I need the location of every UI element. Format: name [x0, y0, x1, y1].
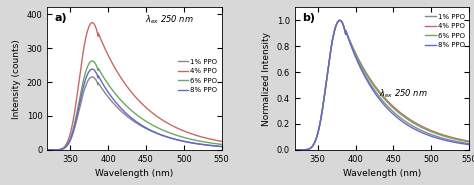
1% PPO	[182, 140, 188, 143]
1% PPO	[45, 149, 50, 151]
6% PPO	[377, 92, 383, 95]
6% PPO	[125, 106, 130, 108]
4% PPO	[337, 19, 343, 21]
4% PPO	[129, 92, 135, 94]
6% PPO	[429, 131, 435, 133]
6% PPO	[45, 149, 50, 151]
8% PPO	[337, 19, 343, 21]
6% PPO	[337, 19, 343, 21]
4% PPO	[219, 140, 225, 142]
6% PPO	[129, 110, 135, 112]
1% PPO	[301, 149, 307, 151]
8% PPO	[429, 135, 435, 138]
6% PPO	[372, 86, 378, 89]
4% PPO	[429, 130, 435, 132]
4% PPO	[372, 85, 378, 87]
6% PPO	[466, 141, 472, 143]
1% PPO	[214, 145, 219, 147]
8% PPO	[462, 143, 467, 145]
6% PPO	[182, 137, 188, 139]
4% PPO	[466, 140, 472, 142]
4% PPO	[301, 149, 307, 151]
4% PPO	[45, 149, 50, 151]
Line: 1% PPO: 1% PPO	[295, 20, 469, 150]
4% PPO	[214, 139, 219, 142]
8% PPO	[461, 143, 467, 145]
Text: b): b)	[302, 13, 315, 23]
1% PPO	[214, 145, 219, 147]
4% PPO	[461, 139, 467, 141]
Legend: 1% PPO, 4% PPO, 6% PPO, 8% PPO: 1% PPO, 4% PPO, 6% PPO, 8% PPO	[175, 56, 220, 96]
1% PPO	[372, 90, 378, 92]
Line: 4% PPO: 4% PPO	[295, 20, 469, 150]
Line: 6% PPO: 6% PPO	[295, 20, 469, 150]
4% PPO	[90, 22, 95, 24]
4% PPO	[462, 139, 467, 141]
Text: $\lambda_{ex}$ 250 nm: $\lambda_{ex}$ 250 nm	[379, 87, 428, 100]
1% PPO	[377, 96, 383, 98]
6% PPO	[292, 149, 298, 151]
6% PPO	[462, 140, 467, 142]
6% PPO	[219, 143, 225, 146]
X-axis label: Wavelength (nm): Wavelength (nm)	[95, 169, 173, 178]
4% PPO	[182, 130, 188, 132]
6% PPO	[214, 143, 219, 145]
8% PPO	[292, 149, 298, 151]
8% PPO	[90, 68, 95, 70]
1% PPO	[129, 119, 135, 121]
8% PPO	[372, 92, 378, 95]
1% PPO	[462, 142, 467, 144]
8% PPO	[129, 117, 135, 120]
1% PPO	[337, 19, 343, 21]
8% PPO	[301, 149, 307, 151]
Line: 4% PPO: 4% PPO	[47, 23, 222, 150]
8% PPO	[214, 145, 219, 147]
Line: 8% PPO: 8% PPO	[295, 20, 469, 150]
8% PPO	[45, 149, 50, 151]
8% PPO	[466, 144, 472, 146]
Line: 6% PPO: 6% PPO	[47, 61, 222, 150]
8% PPO	[214, 145, 219, 147]
8% PPO	[125, 114, 130, 116]
Legend: 1% PPO, 4% PPO, 6% PPO, 8% PPO: 1% PPO, 4% PPO, 6% PPO, 8% PPO	[422, 11, 467, 51]
6% PPO	[461, 140, 467, 142]
4% PPO	[292, 149, 298, 151]
Text: a): a)	[55, 13, 67, 23]
Line: 1% PPO: 1% PPO	[47, 77, 222, 150]
1% PPO	[90, 76, 95, 78]
1% PPO	[125, 116, 130, 118]
1% PPO	[466, 143, 472, 145]
1% PPO	[429, 134, 435, 136]
4% PPO	[125, 86, 130, 88]
8% PPO	[377, 99, 383, 101]
Line: 8% PPO: 8% PPO	[47, 69, 222, 150]
1% PPO	[54, 149, 59, 151]
4% PPO	[377, 91, 383, 93]
6% PPO	[301, 149, 307, 151]
Text: $\lambda_{ex}$ 250 nm: $\lambda_{ex}$ 250 nm	[145, 13, 194, 26]
6% PPO	[90, 60, 95, 62]
8% PPO	[182, 140, 188, 143]
X-axis label: Wavelength (nm): Wavelength (nm)	[343, 169, 421, 178]
1% PPO	[292, 149, 298, 151]
4% PPO	[54, 149, 59, 151]
6% PPO	[214, 143, 219, 145]
1% PPO	[461, 142, 467, 144]
Y-axis label: Normalized Intensity: Normalized Intensity	[262, 32, 271, 126]
8% PPO	[54, 149, 59, 151]
1% PPO	[219, 145, 225, 147]
6% PPO	[54, 149, 59, 151]
Y-axis label: Intensity (counts): Intensity (counts)	[12, 39, 21, 119]
4% PPO	[214, 139, 219, 142]
8% PPO	[219, 146, 225, 148]
